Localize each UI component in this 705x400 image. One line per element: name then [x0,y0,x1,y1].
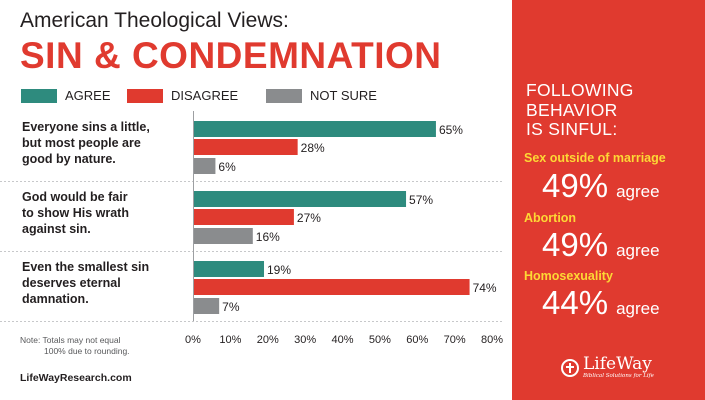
stat-label-sex-outside-marriage: Sex outside of marriage [524,151,666,165]
data-label-disagree: 27% [297,211,321,225]
legend-label-not-sure: NOT SURE [310,88,377,103]
logo-wordmark: LifeWay [583,354,652,374]
x-tick-label: 40% [331,334,353,346]
x-tick-label: 20% [257,334,279,346]
category-label-line: against sin. [22,222,91,236]
data-label-not-sure: 16% [256,230,280,244]
legend-swatch-agree [21,88,57,103]
sidebar-heading-line-2: BEHAVIOR [526,99,618,120]
sidebar-heading: FOLLOWING BEHAVIOR IS SINFUL: [526,80,634,140]
category-label-line: God would be fair [22,190,128,204]
category-label-line: but most people are [22,136,141,150]
stat-label-abortion: Abortion [524,211,577,225]
cross-icon [561,358,579,377]
legend-label-agree: AGREE [65,88,111,103]
header: American Theological Views: SIN & CONDEM… [0,0,512,84]
data-label-disagree: 74% [473,281,497,295]
category-label-line: Everyone sins a little, [22,120,150,134]
bar-chart-svg: Everyone sins a little, but most people a… [0,111,503,346]
lifeway-logo: LifeWay Biblical Solutions for Life [561,356,654,379]
bar-agree [194,261,265,277]
stat-pct-homosexuality: 44% [542,284,609,321]
data-label-agree: 19% [267,263,291,277]
footnote-line-2: 100% due to rounding. [44,346,130,356]
legend-swatch-disagree [127,88,163,103]
chart-title: SIN & CONDEMNATION [20,35,442,76]
data-label-not-sure: 7% [222,300,240,314]
footnote: Note: Totals may not equal 100% due to r… [20,335,170,357]
stat-value-abortion: 49% agree [542,226,660,264]
legend-item-not-sure: NOT SURE [266,88,377,103]
legend-label-disagree: DISAGREE [171,88,239,103]
data-label-agree: 65% [439,123,463,137]
bar-not-sure [194,228,253,244]
stat-unit-homosexuality: agree [616,299,660,318]
bar-disagree [194,279,470,295]
category-label-line: deserves eternal [22,276,121,290]
data-label-agree: 57% [409,193,433,207]
legend-swatch-not-sure [266,88,302,103]
x-tick-label: 60% [406,334,428,346]
stat-pct-abortion: 49% [542,226,609,263]
stat-unit-sex-outside-marriage: agree [616,182,660,201]
category-label-line: Even the smallest sin [22,260,149,274]
sidebar-panel: FOLLOWING BEHAVIOR IS SINFUL: Sex outsid… [512,0,705,400]
stat-pct-sex-outside-marriage: 49% [542,167,609,204]
stat-value-homosexuality: 44% agree [542,284,660,322]
bar-disagree [194,209,294,225]
sidebar-heading-line-3: IS SINFUL: [526,119,618,139]
bar-disagree [194,139,298,155]
stat-unit-abortion: agree [616,241,660,260]
category-label-line: damnation. [22,292,89,306]
bar-chart: Everyone sins a little, but most people a… [0,111,512,376]
x-tick-label: 10% [219,334,241,346]
category-label-line: to show His wrath [22,206,129,220]
x-tick-label: 80% [481,334,503,346]
bar-not-sure [194,158,216,174]
stat-value-sex-outside-marriage: 49% agree [542,167,660,205]
category-label-line: good by nature. [22,152,116,166]
bar-agree [194,191,407,207]
logo-tagline: Biblical Solutions for Life [583,373,654,379]
sidebar-heading-line-1: FOLLOWING [526,80,634,100]
x-tick-label: 0% [185,334,201,346]
chart-supertitle: American Theological Views: [20,9,289,32]
legend-item-agree: AGREE [21,88,111,103]
site-url: LifeWayResearch.com [20,372,132,384]
x-tick-label: 50% [369,334,391,346]
footnote-line-1: Note: Totals may not equal [20,335,121,345]
data-label-not-sure: 6% [218,160,236,174]
x-tick-label: 70% [444,334,466,346]
legend-item-disagree: DISAGREE [127,88,238,103]
bar-not-sure [194,298,220,314]
x-tick-label: 30% [294,334,316,346]
stat-label-homosexuality: Homosexuality [524,269,613,283]
bar-agree [194,121,436,137]
data-label-disagree: 28% [301,141,325,155]
